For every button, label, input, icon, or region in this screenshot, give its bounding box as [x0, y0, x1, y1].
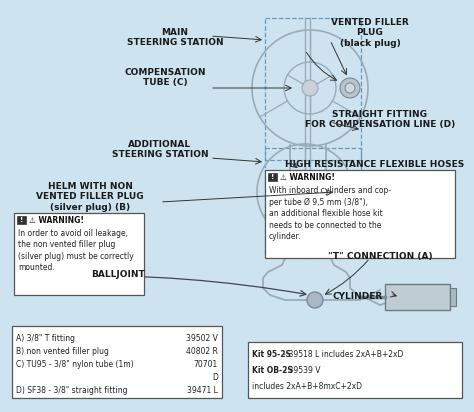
Bar [450, 288, 456, 306]
Circle shape [340, 78, 360, 98]
Text: BALLJOINT: BALLJOINT [91, 270, 145, 279]
Text: 70701: 70701 [194, 360, 218, 369]
Text: D: D [212, 373, 218, 382]
Text: - 39518 L includes 2xA+B+2xD: - 39518 L includes 2xA+B+2xD [281, 350, 403, 359]
Circle shape [333, 187, 343, 197]
Text: Kit OB-2S: Kit OB-2S [252, 366, 293, 375]
Bar [268, 173, 277, 181]
Text: !: ! [271, 174, 274, 180]
Text: With inboard cylinders and cop-
per tube Ø 9,5 mm (3/8"),
an additional flexible: With inboard cylinders and cop- per tube… [269, 186, 391, 241]
Text: !: ! [20, 217, 23, 223]
Circle shape [302, 80, 318, 96]
Text: C) TU95 - 3/8" nylon tube (1m): C) TU95 - 3/8" nylon tube (1m) [16, 360, 134, 369]
Bar [265, 148, 361, 254]
Bar [12, 326, 222, 398]
Circle shape [307, 292, 323, 308]
Text: MAIN
STEERING STATION: MAIN STEERING STATION [127, 28, 223, 47]
Bar [14, 213, 144, 295]
Text: ADDITIONAL
STEERING STATION: ADDITIONAL STEERING STATION [112, 140, 208, 159]
Text: B) non vented filler plug: B) non vented filler plug [16, 347, 109, 356]
Text: 39502 V: 39502 V [186, 334, 218, 343]
Bar [17, 216, 26, 224]
Text: HIGH RESISTANCE FLEXIBLE HOSES: HIGH RESISTANCE FLEXIBLE HOSES [285, 160, 465, 169]
Circle shape [298, 185, 312, 199]
Text: HELM WITH NON
VENTED FILLER PLUG
(silver plug) (B): HELM WITH NON VENTED FILLER PLUG (silver… [36, 182, 144, 212]
Bar [265, 170, 455, 258]
Circle shape [345, 83, 355, 93]
Text: 39471 L: 39471 L [187, 386, 218, 395]
Text: Kit 95-2S: Kit 95-2S [252, 350, 291, 359]
Text: CYLINDER: CYLINDER [333, 292, 383, 301]
Bar [265, 18, 361, 160]
Text: ⚠ WARNING!: ⚠ WARNING! [29, 215, 84, 225]
Text: includes 2xA+B+8mxC+2xD: includes 2xA+B+8mxC+2xD [252, 382, 362, 391]
Text: In order to avoid oil leakage,
the non vented filler plug
(silver plug) must be : In order to avoid oil leakage, the non v… [18, 229, 134, 272]
Text: D) SF38 - 3/8" straight fitting: D) SF38 - 3/8" straight fitting [16, 386, 128, 395]
Text: A) 3/8" T fitting: A) 3/8" T fitting [16, 334, 75, 343]
Text: COMPENSATION
TUBE (C): COMPENSATION TUBE (C) [124, 68, 206, 87]
Bar [385, 284, 450, 310]
Text: 40802 R: 40802 R [186, 347, 218, 356]
Text: STRAIGHT FITTING
FOR COMPENSATION LINE (D): STRAIGHT FITTING FOR COMPENSATION LINE (… [305, 110, 455, 129]
Bar [248, 342, 462, 398]
Text: VENTED FILLER
PLUG
(black plug): VENTED FILLER PLUG (black plug) [331, 18, 409, 48]
Text: - 39539 V: - 39539 V [281, 366, 320, 375]
Text: ⚠ WARNING!: ⚠ WARNING! [280, 173, 335, 182]
Text: "T" CONNECTION (A): "T" CONNECTION (A) [328, 252, 432, 261]
Circle shape [328, 182, 348, 202]
